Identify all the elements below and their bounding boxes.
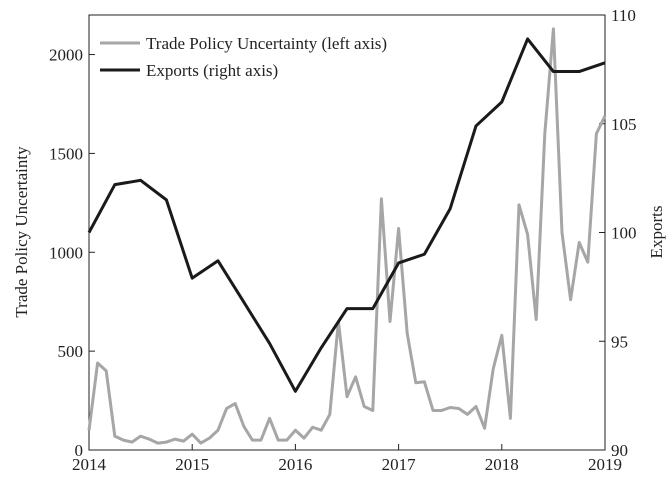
y2-axis-label: Exports [647, 206, 666, 259]
y-tick-label: 0 [75, 441, 84, 460]
y-tick-label: 1500 [49, 144, 83, 163]
y-axis-label: Trade Policy Uncertainty [12, 146, 31, 318]
legend-label: Trade Policy Uncertainty (left axis) [146, 34, 387, 53]
y-tick-label: 500 [58, 342, 84, 361]
y2-tick-label: 95 [611, 332, 628, 351]
x-tick-label: 2017 [382, 455, 417, 474]
x-tick-label: 2014 [72, 455, 107, 474]
y2-tick-label: 90 [611, 441, 628, 460]
x-tick-label: 2016 [278, 455, 312, 474]
series-line [87, 37, 606, 393]
x-tick-label: 2015 [175, 455, 209, 474]
y-tick-label: 2000 [49, 46, 83, 65]
y2-tick-label: 110 [611, 6, 636, 25]
y-tick-label: 1000 [49, 243, 83, 262]
legend-label: Exports (right axis) [146, 61, 278, 80]
y2-tick-label: 100 [611, 224, 637, 243]
x-tick-label: 2018 [485, 455, 519, 474]
y2-tick-label: 105 [611, 115, 637, 134]
x-tick-label: 2019 [588, 455, 622, 474]
series-line [87, 27, 607, 445]
